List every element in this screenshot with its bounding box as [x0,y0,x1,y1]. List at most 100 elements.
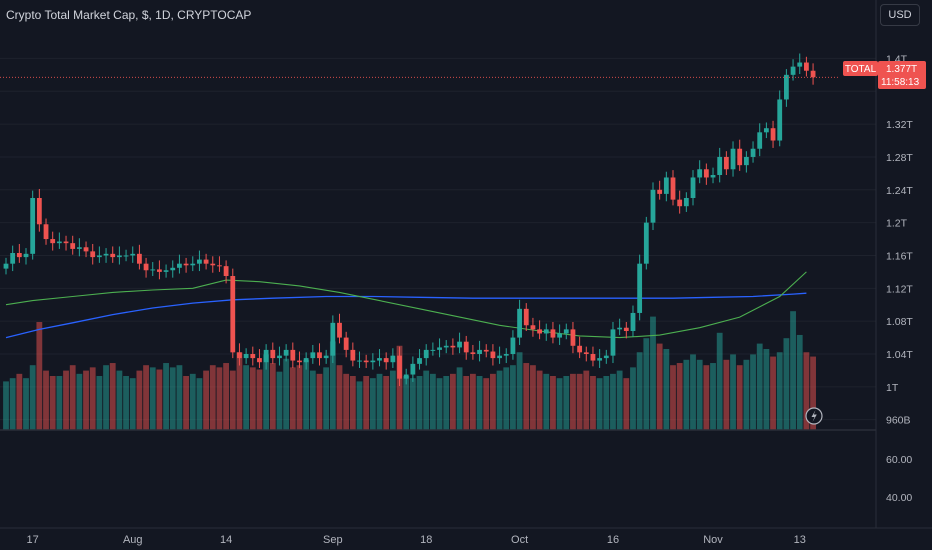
candle-body [90,251,96,258]
volume-bar [723,359,730,430]
volume-bar [643,338,650,430]
volume-bar [309,370,316,430]
current-price-badge: TOTAL 1.377T 11:58:13 [843,61,926,89]
candle-body [56,241,62,244]
volume-bar [303,359,310,430]
candle-body [710,175,716,178]
volume-bar [209,365,216,430]
volume-bar [423,370,430,430]
candle-body [397,355,402,379]
volume-bar [23,378,29,430]
volume-bar [710,363,716,430]
candle-body [357,360,362,362]
candle-body [677,199,683,207]
volume-bar [383,376,390,430]
volume-bar [429,373,436,430]
volume-bar [29,365,36,430]
candle-body [450,345,456,348]
price-axis-ticks[interactable]: 1.4T1.32T1.28T1.24T1.2T1.16T1.12T1.08T1.… [886,53,913,426]
volume-bar [670,365,676,430]
time-tick-label: Oct [511,534,528,546]
volume-bar [610,373,616,430]
candle-body [30,198,36,254]
volume-bar [203,370,209,430]
time-tick-label: 17 [27,534,39,546]
candle-body [603,355,609,359]
candle-body [737,148,743,166]
time-tick-label: 14 [220,534,232,546]
volume-bar [790,311,796,430]
candle-body [170,267,176,271]
volume-bar [776,352,783,430]
volume-bar [696,359,703,430]
candle-body [717,156,723,176]
candle-body [630,312,636,332]
candle-body [23,253,29,258]
candle-body [683,198,689,207]
volume-bar [503,367,510,430]
volume-bar [183,376,189,430]
candle-body [570,329,576,346]
candle-body [190,263,196,266]
volume-bar [636,352,643,430]
ma-fast-line [5,271,807,339]
time-axis-labels[interactable]: 17 Aug 14 Sep 18 Oct 16 Nov 13 [27,534,806,546]
volume-bar [316,373,323,430]
candle-body [363,360,369,363]
volume-bar [683,359,690,430]
volume-bar [229,370,236,430]
candle-body [290,349,296,361]
volume-bar [690,354,696,430]
volume-bar [56,376,63,430]
candle-body [430,349,436,351]
volume-bar [149,367,156,430]
volume-bar [616,370,623,430]
candle-body [70,243,76,249]
volume-bar [763,349,770,430]
time-tick-label: 18 [420,534,432,546]
candle-body [410,363,416,375]
candle-body [116,255,122,258]
candle-body [337,322,342,338]
candle-body [150,269,156,271]
candle-body [310,352,316,359]
chart-title: Crypto Total Market Cap, $, 1D, CRYPTOCA… [6,8,252,22]
countdown-label: 11:58:13 [881,77,920,88]
candle-body [270,349,276,359]
volume-bar [483,378,490,430]
volume-bar [630,367,636,430]
volume-bar [536,370,543,430]
volume-bar [89,367,96,430]
volume-bar [596,378,603,430]
candle-body [257,358,262,363]
volume-bar [63,370,69,430]
candle-body [790,66,796,75]
candle-body [757,132,763,149]
currency-button[interactable]: USD [880,4,920,26]
candle-body [83,247,89,252]
candle-body [750,148,756,157]
candle-body [103,253,109,256]
volume-bar [249,367,256,430]
candle-body [657,189,663,194]
price-tick-label: 1.08T [886,316,913,328]
candle-body [643,222,649,264]
volume-bar [463,376,470,430]
volume-bar [343,373,350,430]
volume-bar [256,369,263,430]
candle-body [157,269,162,272]
volume-bar [136,370,143,430]
volume-bar [803,352,810,430]
volume-bar [530,365,536,430]
volume-bar [96,376,103,430]
volume-bar [83,370,89,430]
candle-body [417,358,422,364]
alert-button[interactable] [805,407,823,425]
candle-body [76,247,82,249]
candle-body [797,62,803,67]
volume-bar [570,373,576,430]
candle-body [810,70,816,78]
volume-bar [189,373,196,430]
candle-body [63,241,69,244]
